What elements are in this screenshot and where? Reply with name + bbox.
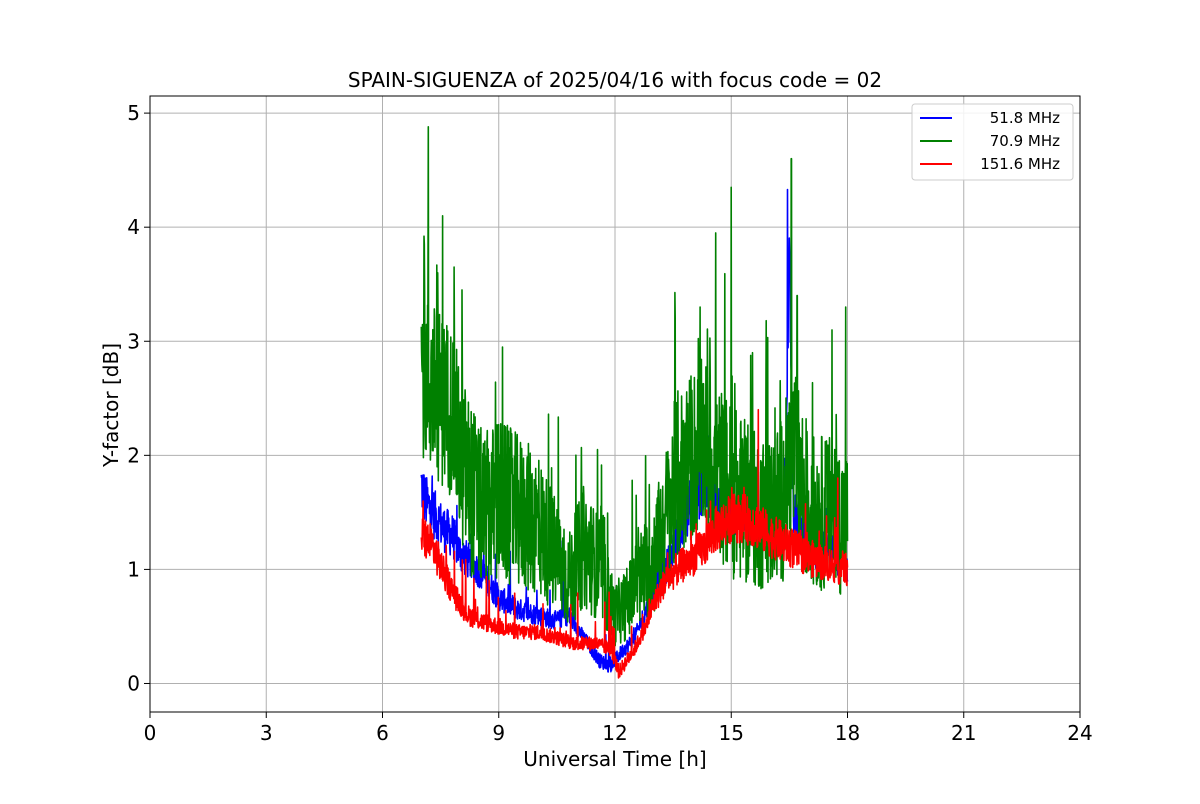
series-line-70-9-mhz	[420, 126, 849, 647]
x-tick-label: 0	[144, 721, 157, 745]
y-axis-label: Y-factor [dB]	[99, 343, 123, 468]
x-tick-label: 24	[1067, 721, 1092, 745]
x-tick-label: 18	[835, 721, 860, 745]
y-tick-label: 4	[127, 215, 140, 239]
x-tick-label: 9	[492, 721, 505, 745]
x-tick-label: 21	[951, 721, 976, 745]
legend-label: 151.6 MHz	[980, 155, 1060, 173]
y-tick-label: 1	[127, 557, 140, 581]
x-tick-label: 3	[260, 721, 273, 745]
legend-label: 51.8 MHz	[990, 109, 1060, 127]
x-tick-label: 15	[719, 721, 744, 745]
legend-box	[911, 103, 1074, 181]
y-tick-label: 2	[127, 443, 140, 467]
x-tick-label: 6	[376, 721, 389, 745]
y-tick-label: 3	[127, 329, 140, 353]
legend-label: 70.9 MHz	[990, 132, 1060, 150]
y-tick-label: 5	[127, 101, 140, 125]
series-line-151-6-mhz	[420, 408, 849, 679]
legend: 51.8 MHz 70.9 MHz 151.6 MHz	[911, 103, 1074, 181]
chart-title: SPAIN-SIGUENZA of 2025/04/16 with focus …	[348, 68, 882, 92]
x-axis-label: Universal Time [h]	[523, 747, 706, 771]
series-layer	[420, 126, 849, 679]
x-tick-label: 12	[602, 721, 627, 745]
y-tick-label: 0	[127, 671, 140, 695]
